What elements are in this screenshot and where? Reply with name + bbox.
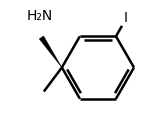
Polygon shape [39,36,62,68]
Text: I: I [123,11,127,25]
Text: H₂N: H₂N [27,9,53,23]
